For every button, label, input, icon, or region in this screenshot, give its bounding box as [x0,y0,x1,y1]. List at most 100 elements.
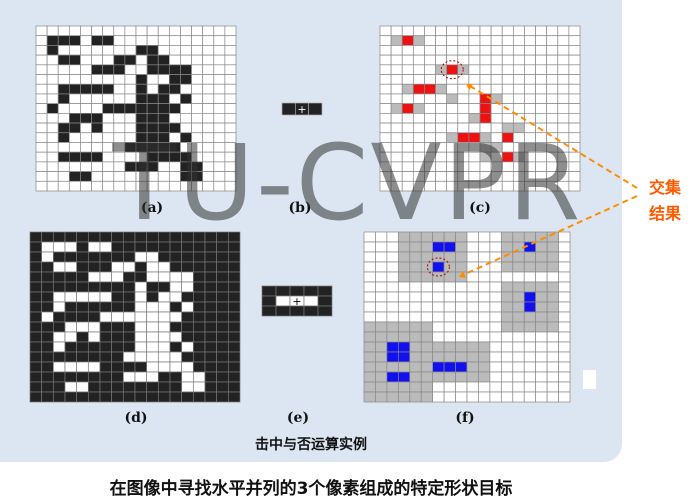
background-pixel [102,93,115,104]
foreground-pixel [87,341,101,353]
gray-pixel [455,251,468,263]
background-pixel [435,161,448,172]
foreground-pixel [102,35,115,46]
gray-pixel [535,261,548,273]
hit-pixel [523,301,537,313]
foreground-pixel [216,311,229,323]
background-pixel [64,261,78,273]
foreground-pixel [169,241,183,253]
background-pixel [468,25,481,37]
foreground-pixel [111,291,124,303]
background-pixel [46,132,59,143]
background-pixel [558,381,571,393]
background-pixel [490,74,503,85]
foreground-pixel [192,341,206,353]
origin-marker: + [297,103,306,116]
se-pixel [261,305,277,317]
foreground-pixel [146,161,159,172]
foreground-pixel [157,251,171,263]
background-pixel [124,83,137,95]
foreground-pixel [41,331,54,343]
background-pixel [524,83,536,95]
foreground-pixel [192,331,206,343]
background-pixel [57,142,70,153]
background-pixel [35,25,48,37]
background-pixel [535,180,548,192]
hit-pixel [397,351,411,363]
background-pixel [490,54,503,66]
gray-pixel [397,361,411,373]
background-pixel [80,93,92,104]
background-pixel [102,74,115,85]
background-pixel [102,25,115,37]
background-pixel [424,161,436,172]
gray-pixel [479,151,492,163]
background-pixel [479,25,492,37]
background-pixel [546,113,559,124]
gray-pixel [397,391,411,403]
foreground-pixel [157,381,171,393]
background-pixel [424,113,436,124]
foreground-pixel [168,64,181,75]
background-pixel [146,83,159,95]
background-pixel [501,64,514,75]
gray-pixel [375,331,388,343]
background-pixel [41,241,54,253]
foreground-pixel [168,83,181,95]
gray-pixel [397,321,411,333]
background-pixel [102,161,115,172]
arrowhead-c [466,84,473,91]
gray-pixel [546,321,559,333]
gray-pixel [500,291,514,303]
background-pixel [501,113,514,124]
foreground-pixel [216,361,229,373]
background-pixel [457,45,470,56]
background-pixel [523,351,537,363]
background-pixel [169,361,183,373]
background-pixel [432,301,445,313]
foreground-pixel [87,371,101,383]
background-pixel [52,331,66,343]
foreground-pixel [80,83,92,95]
highlight-circle-f [426,257,450,277]
foreground-pixel [204,391,218,403]
background-pixel [535,151,548,163]
foreground-pixel [180,171,192,182]
gray-pixel [468,113,481,124]
background-pixel [435,171,448,182]
background-pixel [558,301,571,313]
background-pixel [568,161,581,172]
background-pixel [446,151,459,163]
background-pixel [191,113,204,124]
background-pixel [168,113,181,124]
background-pixel [479,54,492,66]
background-pixel [390,142,403,153]
foreground-pixel [29,351,43,363]
gray-pixel [455,231,468,243]
background-pixel [401,142,414,153]
background-pixel [375,241,388,253]
background-pixel [523,341,537,353]
foreground-pixel [181,231,194,243]
gray-pixel [500,281,514,293]
background-pixel [443,381,456,393]
foreground-pixel [135,113,148,124]
background-pixel [558,281,571,293]
foreground-pixel [87,311,101,323]
background-pixel [489,271,502,283]
background-pixel [535,93,548,104]
gray-pixel [512,321,525,333]
annotation-line-1: 交集 [648,178,681,197]
foreground-pixel [227,241,241,253]
foreground-pixel [41,361,54,373]
hit-pixel [443,361,456,373]
background-pixel [435,74,448,85]
background-pixel [113,142,126,153]
gray-pixel [455,351,468,363]
background-pixel [468,151,481,163]
foreground-pixel [122,251,136,263]
foreground-pixel [80,151,92,163]
background-pixel [478,311,491,323]
foreground-pixel [76,331,89,343]
figure-caption: 击中与否运算实例 [255,437,367,453]
